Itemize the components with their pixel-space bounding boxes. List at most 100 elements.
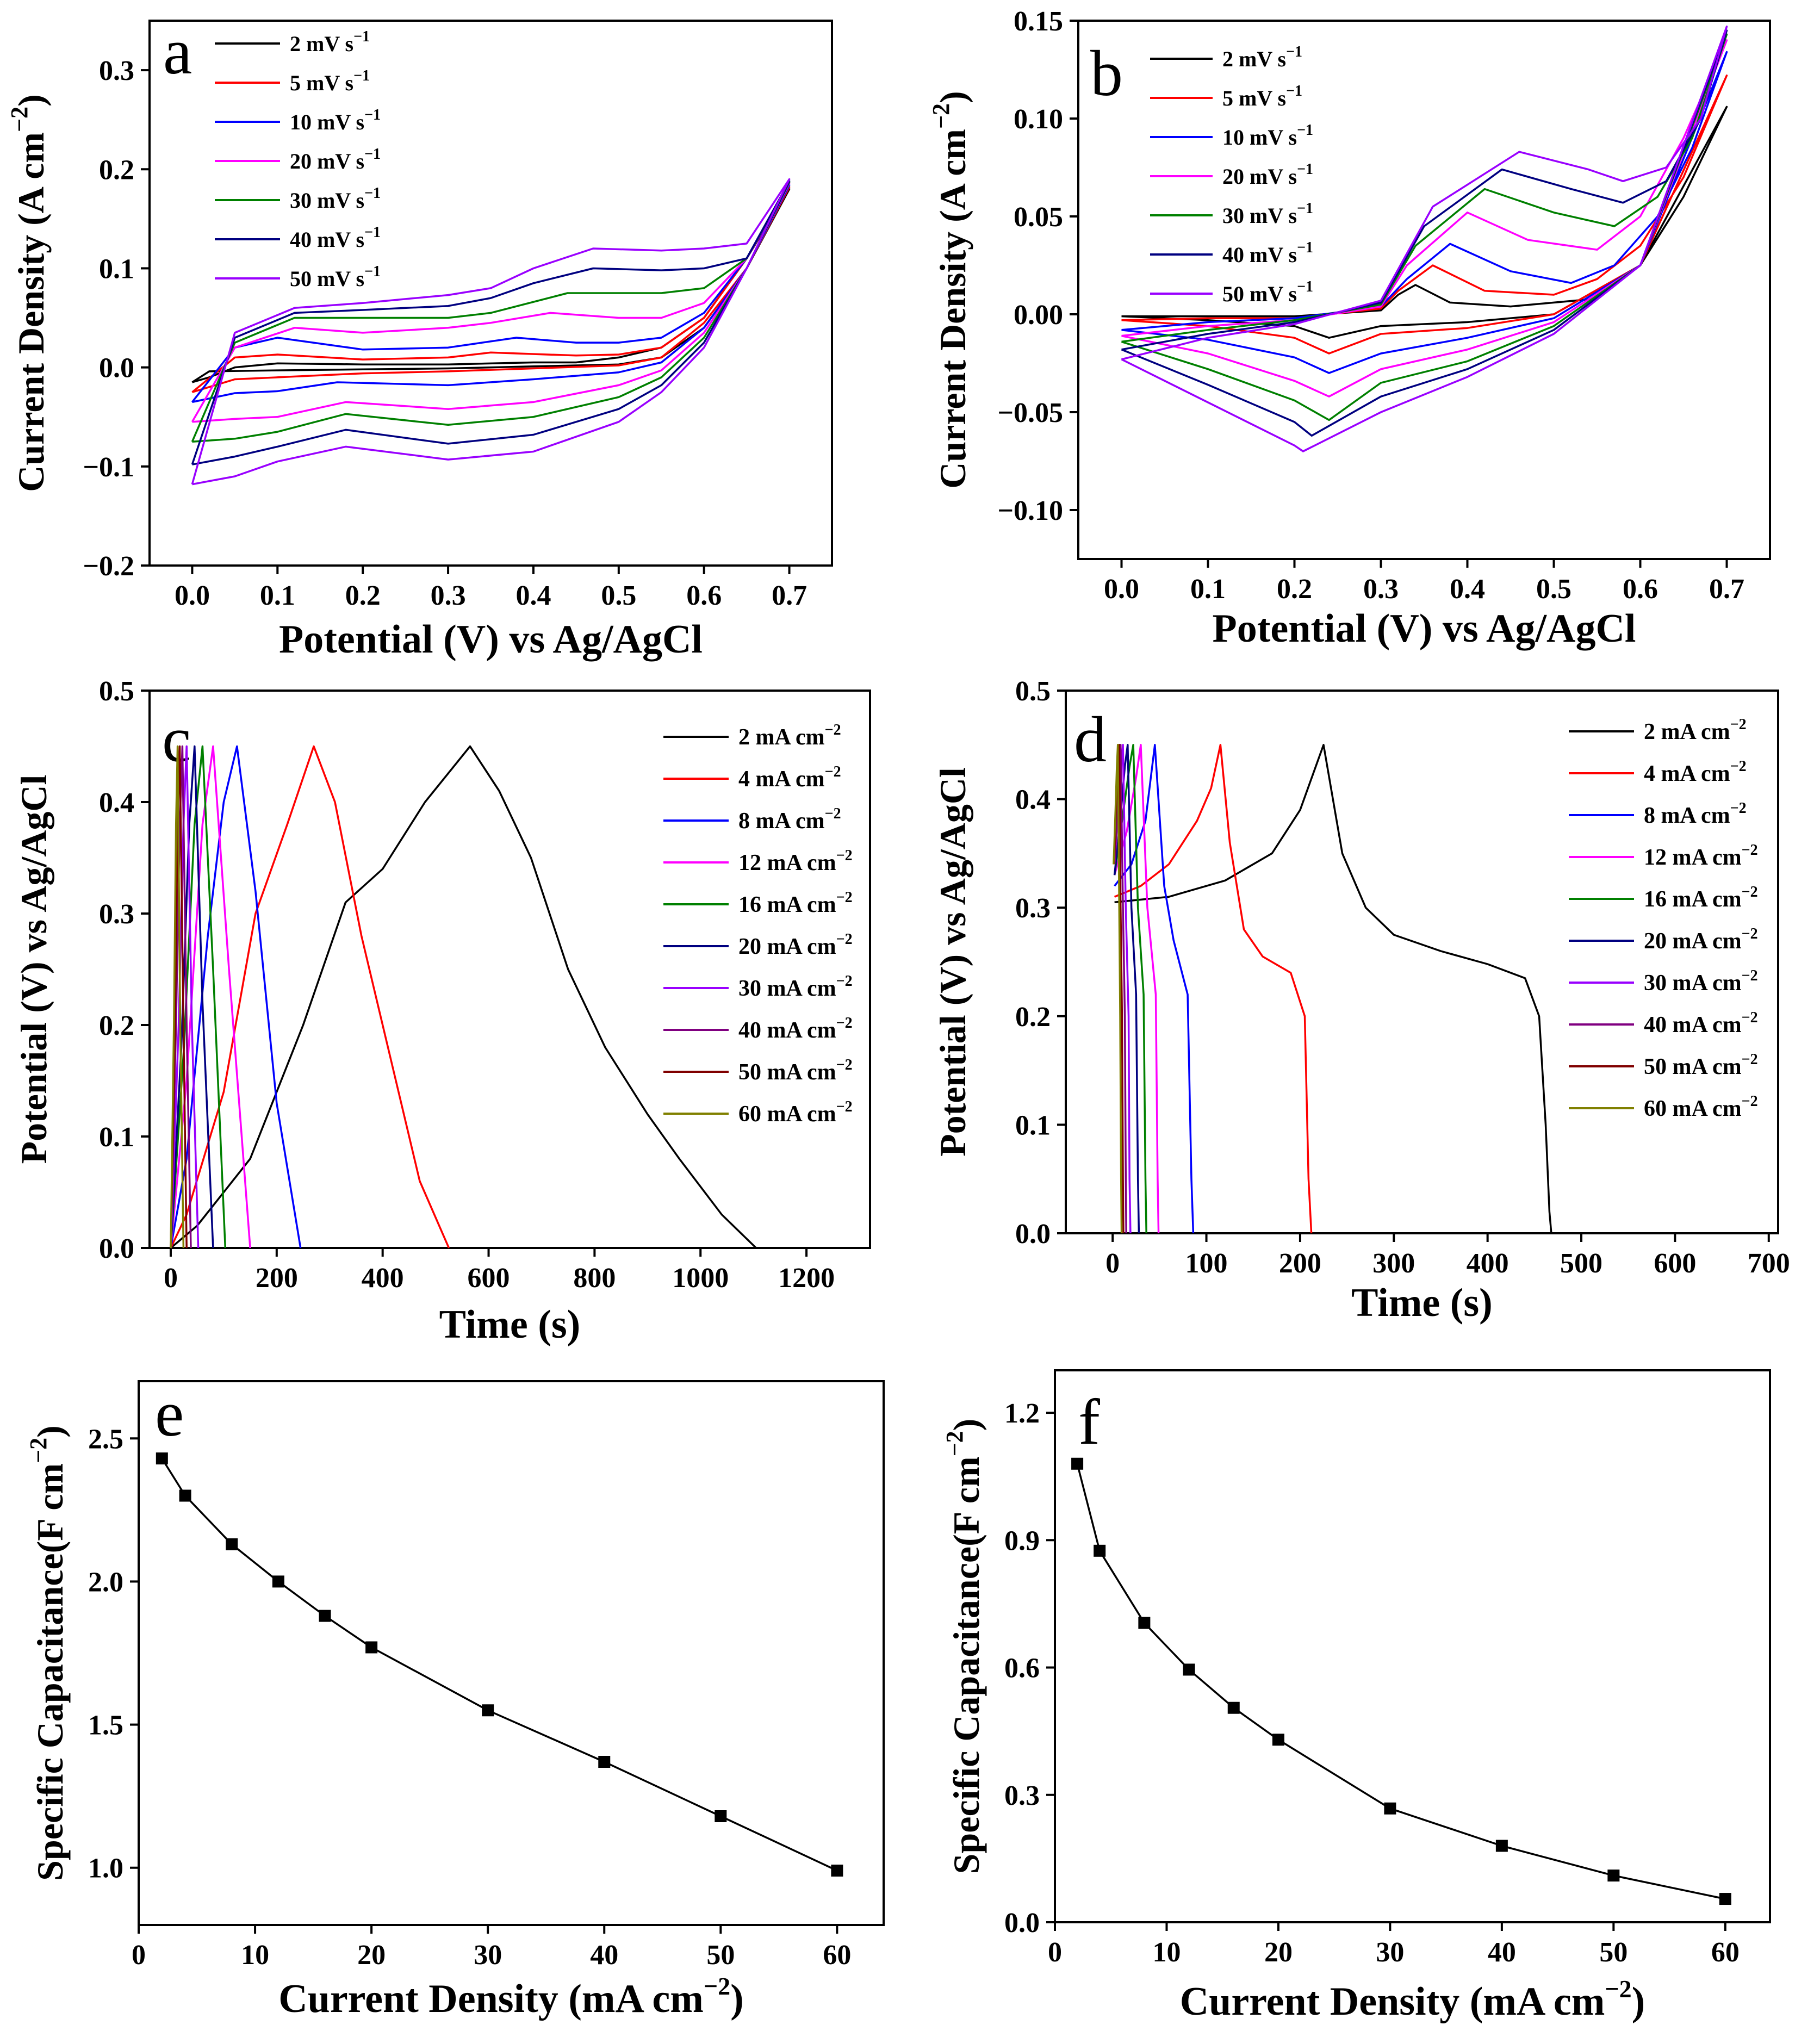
legend-entry-name: 10 mV s — [290, 110, 364, 134]
legend: 2 mV s−15 mV s−110 mV s−120 mV s−130 mV … — [1150, 44, 1313, 306]
legend-entry-name: 40 mA cm — [1644, 1013, 1742, 1038]
legend-entry-name: 12 mA cm — [738, 850, 836, 875]
series-line — [170, 745, 757, 1249]
y-tick-label: 0.2 — [99, 1010, 134, 1041]
legend-entry: 16 mA cm−2 — [1644, 884, 1758, 912]
chart-panel-e: 0 10 20 30 40 50 60 1.0 1.5 2.0 2.5 Current Density… — [25, 1377, 885, 2021]
y-tick-label: 2.0 — [88, 1567, 123, 1598]
legend-entry-sup: −2 — [1742, 1009, 1758, 1026]
data-point — [482, 1704, 494, 1717]
legend-entry-sup: −2 — [1730, 716, 1747, 733]
legend-entry: 30 mV s−1 — [290, 185, 381, 213]
legend-entry-sup: −2 — [836, 847, 853, 864]
y-axis-title-sup: −2 — [941, 1431, 968, 1456]
legend-entry-sup: −1 — [1297, 239, 1313, 256]
data-point — [1607, 1869, 1620, 1882]
y-axis-title: Specific Capacitance(F cm−2) — [25, 1425, 71, 1881]
data-point — [365, 1641, 378, 1654]
y-axis-title: Specific Capacitance(F cm−2) — [941, 1419, 987, 1874]
legend-entry-name: 40 mV s — [290, 227, 364, 252]
legend-entry: 40 mA cm−2 — [1644, 1009, 1758, 1038]
x-axis-title-sup: −2 — [1605, 1975, 1631, 2003]
x-tick-label: 20 — [1264, 1937, 1293, 1968]
legend-entry: 4 mA cm−2 — [738, 763, 841, 792]
legend-entry: 8 mA cm−2 — [1644, 800, 1747, 828]
legend-entry-sup: −2 — [1742, 1093, 1758, 1110]
x-tick-label: 200 — [256, 1263, 298, 1294]
x-tick-label: 100 — [1185, 1248, 1228, 1279]
x-axis-title-sup: −2 — [704, 1972, 730, 2000]
x-axis-title-tail: ) — [730, 1977, 744, 2021]
legend-entry-sup: −2 — [1742, 842, 1758, 859]
series-line — [170, 745, 450, 1249]
series-line — [170, 745, 185, 1249]
plot-frame — [148, 20, 833, 567]
data-point — [1719, 1893, 1731, 1905]
data-point — [156, 1452, 168, 1465]
x-tick-label: 30 — [474, 1940, 502, 1971]
legend-entry-name: 60 mA cm — [1644, 1096, 1742, 1121]
legend-entry: 10 mV s−1 — [290, 107, 381, 134]
legend-entry-name: 8 mA cm — [1644, 803, 1730, 828]
legend: 2 mV s−15 mV s−110 mV s−120 mV s−130 mV … — [215, 28, 381, 291]
legend-entry-name: 50 mV s — [290, 266, 364, 291]
legend-entry-sup: −1 — [1286, 83, 1302, 100]
chart-panel-c: 0 200 400 600 800 1000 1200 0.0 0.1 0.2 0.3 0.4 0.5 T… — [13, 676, 871, 1347]
y-tick-label: 0.05 — [1014, 202, 1063, 233]
legend-entry-sup: −1 — [364, 185, 381, 202]
x-axis-title-main: Current Density (mA cm — [1180, 1979, 1605, 2024]
y-tick-label: 1.0 — [88, 1853, 123, 1884]
y-tick-label: −0.1 — [83, 452, 134, 483]
series-line — [191, 186, 791, 393]
x-tick-label: 1200 — [778, 1263, 835, 1294]
x-tick-label: 600 — [1654, 1248, 1696, 1279]
data-point — [1227, 1701, 1240, 1714]
legend-entry-sup: −2 — [1742, 884, 1758, 900]
legend-entry-sup: −2 — [836, 889, 853, 906]
data-point — [1094, 1544, 1106, 1557]
x-tick-label: 50 — [706, 1940, 735, 1971]
legend-entry-sup: −1 — [1297, 122, 1313, 139]
legend-entry: 2 mA cm−2 — [738, 722, 841, 750]
legend-entry-sup: −2 — [1730, 758, 1747, 775]
legend-entry-sup: −1 — [1297, 200, 1313, 217]
y-axis-title-main: Specific Capacitance(F cm — [29, 1463, 71, 1881]
legend-entry-sup: −2 — [836, 1015, 853, 1032]
legend-entry-name: 40 mA cm — [738, 1018, 836, 1043]
chart-panel-d: 0 100 200 300 400 500 600 700 0.0 0.1 0.2 0.3 0.4 0.5… — [932, 676, 1790, 1325]
series-line — [161, 1458, 838, 1872]
legend-entry-name: 8 mA cm — [738, 809, 825, 834]
legend-entry: 20 mA cm−2 — [738, 931, 853, 959]
x-tick-label: 0.2 — [345, 580, 381, 611]
series-line — [1113, 744, 1160, 1234]
plot-frame — [1077, 20, 1771, 560]
legend-entry-sup: −1 — [1297, 161, 1313, 178]
legend-entry: 5 mV s−1 — [290, 67, 370, 95]
x-tick-label: 300 — [1372, 1248, 1415, 1279]
legend-entry-name: 16 mA cm — [1644, 887, 1742, 912]
x-tick-label: 50 — [1599, 1937, 1628, 1968]
series-line — [1121, 33, 1728, 421]
x-axis-title: Potential (V) vs Ag/AgCl — [1213, 606, 1636, 651]
y-tick-label: 0.0 — [1015, 1219, 1051, 1250]
legend-entry: 8 mA cm−2 — [738, 805, 841, 834]
legend-entry-name: 16 mA cm — [738, 892, 836, 917]
legend-entry: 2 mV s−1 — [290, 28, 370, 56]
y-tick-label: 0.0 — [1004, 1908, 1040, 1939]
series-line — [191, 181, 791, 443]
data-point — [831, 1865, 843, 1877]
x-axis-title-tail: ) — [1632, 1979, 1645, 2024]
y-axis-title-tail: ) — [10, 94, 52, 107]
legend-entry-sup: −1 — [364, 107, 381, 123]
legend-entry-sup: −2 — [836, 1098, 853, 1115]
legend-entry-name: 5 mV s — [1222, 86, 1286, 110]
legend-entry-name: 4 mA cm — [738, 767, 825, 792]
y-axis-title-main: Specific Capacitance(F cm — [946, 1456, 987, 1874]
data-point — [1183, 1663, 1195, 1676]
legend-entry-sup: −1 — [353, 67, 370, 84]
y-axis-title-tail: ) — [932, 91, 973, 103]
y-axis-title-sup: −2 — [928, 103, 954, 129]
legend-entry: 60 mA cm−2 — [1644, 1093, 1758, 1121]
legend-entry-sup: −2 — [836, 931, 853, 948]
